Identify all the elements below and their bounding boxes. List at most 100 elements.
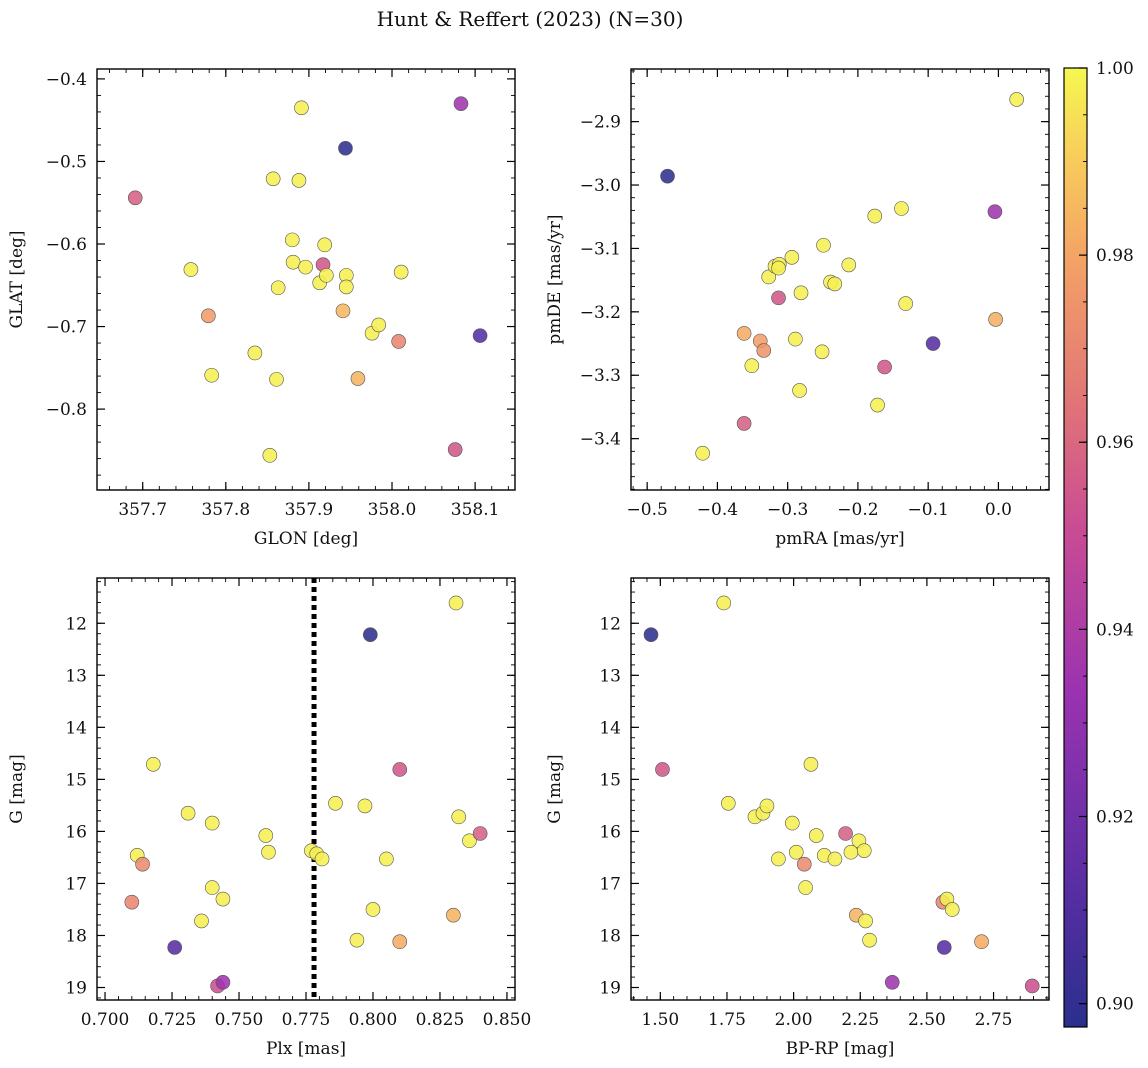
- data-point: [284, 232, 300, 248]
- data-point: [365, 902, 381, 917]
- data-point: [298, 259, 313, 275]
- x-tick-label: 0.775: [282, 1010, 331, 1030]
- data-point: [987, 204, 1003, 219]
- colorbar-gradient: [1063, 67, 1088, 1028]
- x-tick-label: 357.9: [285, 500, 334, 520]
- data-point: [695, 445, 710, 461]
- y-tick-label: −3.0: [580, 176, 621, 196]
- data-point: [796, 856, 812, 872]
- data-point: [877, 359, 892, 375]
- data-point: [736, 416, 752, 431]
- x-tick-label: 0.825: [416, 1010, 465, 1030]
- data-point: [756, 343, 772, 358]
- colorbar-tick-label: 0.98: [1096, 246, 1134, 266]
- x-axis-label: pmRA [mas/yr]: [775, 529, 904, 549]
- data-point: [180, 805, 196, 821]
- data-point: [391, 334, 406, 349]
- x-axis-label: BP-RP [mag]: [786, 1039, 895, 1059]
- data-point: [124, 894, 140, 910]
- data-point: [371, 317, 387, 333]
- data-point: [215, 975, 231, 990]
- y-tick-label: 12: [599, 614, 621, 634]
- data-point: [319, 268, 334, 283]
- data-point: [194, 913, 209, 929]
- data-point: [349, 932, 365, 948]
- y-tick-label: −0.4: [46, 70, 87, 90]
- data-point: [721, 796, 736, 811]
- data-point: [448, 595, 464, 611]
- data-point: [870, 397, 885, 413]
- data-point: [827, 276, 843, 292]
- y-tick-label: 19: [599, 979, 621, 999]
- data-point: [771, 260, 786, 276]
- x-tick-label: 0.725: [148, 1010, 197, 1030]
- data-point: [660, 168, 675, 184]
- data-point: [1009, 92, 1024, 107]
- x-tick-label: 2.25: [841, 1010, 879, 1030]
- data-point: [285, 254, 301, 270]
- scatter-series: [643, 595, 1040, 994]
- plot-frame: [96, 68, 516, 491]
- data-point: [472, 826, 488, 841]
- data-point: [127, 190, 143, 206]
- data-point: [988, 312, 1003, 327]
- data-point: [744, 358, 760, 374]
- data-point: [262, 448, 278, 463]
- panel-glon-glat: 357.7 357.8 357.9 358.0 358.1 −0.8 −0.7 −0.6 −0.…: [7, 68, 516, 549]
- data-point: [453, 96, 469, 111]
- y-tick-label: −3.1: [580, 239, 621, 259]
- x-tick-label: −0.1: [908, 500, 949, 520]
- data-point: [655, 762, 670, 777]
- data-point: [816, 237, 831, 253]
- y-tick-label: −0.7: [46, 318, 87, 338]
- data-point: [798, 880, 813, 895]
- x-tick-label: 1.50: [641, 1010, 679, 1030]
- data-point: [643, 627, 659, 643]
- data-point: [392, 762, 408, 777]
- colorbar-tick-label: 0.92: [1096, 807, 1134, 827]
- y-tick-label: 14: [599, 718, 621, 738]
- data-point: [270, 280, 286, 296]
- data-point: [393, 264, 409, 280]
- y-tick-label: 12: [65, 614, 87, 634]
- data-point: [201, 308, 216, 324]
- y-axis-label: G [mag]: [7, 754, 27, 823]
- figure-title: Hunt & Reffert (2023) (N=30): [377, 7, 684, 31]
- y-tick-label: 16: [599, 822, 621, 842]
- data-point: [183, 262, 199, 277]
- data-point: [1024, 978, 1040, 994]
- colorbar-tick-label: 1.00: [1096, 59, 1134, 79]
- data-point: [814, 344, 830, 360]
- data-point: [862, 932, 877, 948]
- data-point: [215, 891, 231, 907]
- data-point: [204, 367, 219, 383]
- panel-bprp-g: 1.50 1.75 2.00 2.25 2.50 2.75 12 13 14 15 16 17 18 19…: [545, 577, 1050, 1059]
- scatter-series: [124, 595, 488, 994]
- data-point: [462, 833, 477, 849]
- y-tick-label: 13: [65, 666, 87, 686]
- data-point: [472, 328, 488, 343]
- data-point: [771, 851, 786, 867]
- plot-frame: [630, 577, 1050, 1001]
- data-point: [269, 372, 284, 387]
- y-tick-label: 17: [65, 874, 87, 894]
- data-point: [736, 326, 752, 341]
- y-tick-label: 19: [65, 979, 87, 999]
- x-tick-label: 357.8: [201, 500, 250, 520]
- x-tick-label: 0.850: [483, 1010, 532, 1030]
- y-tick-label: 18: [65, 926, 87, 946]
- data-point: [759, 798, 775, 814]
- data-point: [884, 975, 900, 990]
- data-point: [247, 345, 263, 361]
- data-point: [338, 140, 353, 156]
- data-point: [925, 336, 941, 351]
- data-point: [944, 902, 960, 917]
- x-tick-label: −0.5: [627, 500, 668, 520]
- data-point: [451, 809, 467, 825]
- data-point: [788, 331, 803, 347]
- data-point: [841, 257, 857, 273]
- x-tick-label: 2.50: [908, 1010, 946, 1030]
- y-tick-label: −0.8: [46, 400, 87, 420]
- y-tick-label: −0.6: [46, 235, 87, 255]
- data-point: [392, 934, 408, 950]
